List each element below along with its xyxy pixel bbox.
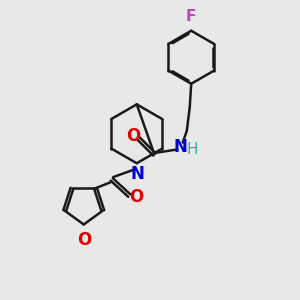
- Text: O: O: [126, 127, 140, 145]
- Text: O: O: [76, 231, 91, 249]
- Text: N: N: [174, 138, 188, 156]
- Text: N: N: [130, 165, 144, 183]
- Text: O: O: [129, 188, 143, 206]
- Text: H: H: [187, 142, 198, 157]
- Text: F: F: [186, 9, 196, 24]
